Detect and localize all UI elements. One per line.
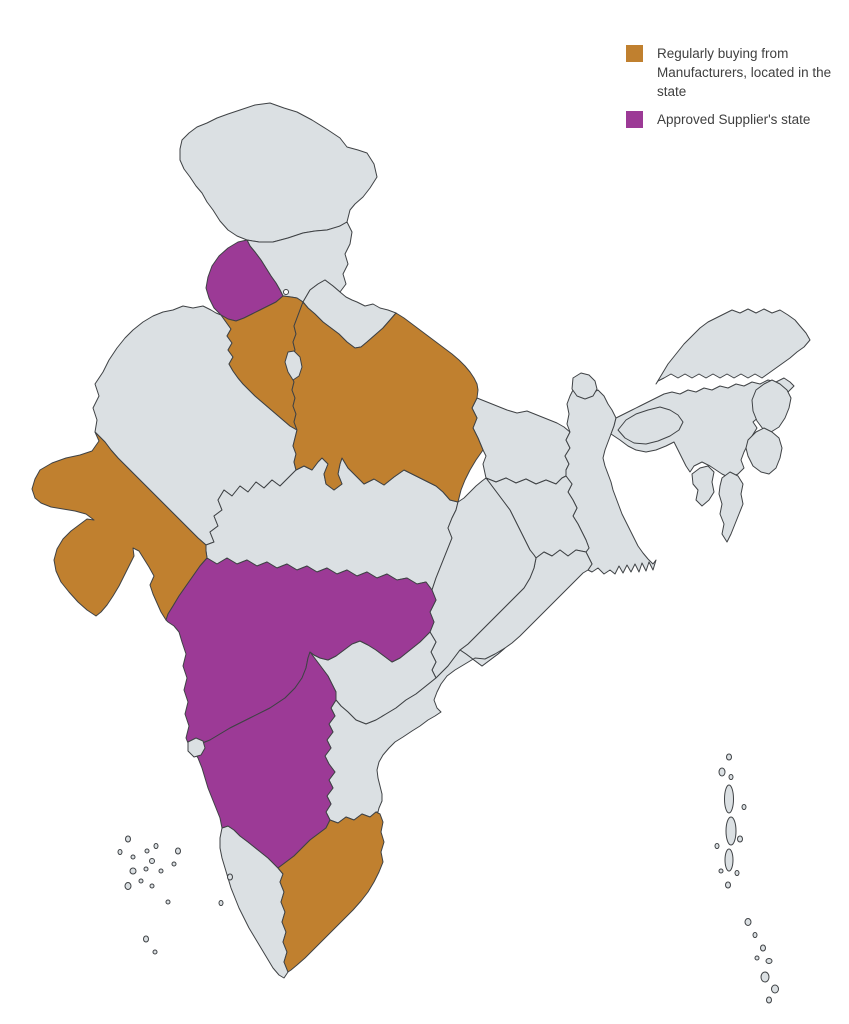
- chandigarh-dot: [283, 289, 289, 295]
- state-mizoram: [718, 471, 744, 543]
- state-uttar-pradesh: [290, 301, 484, 503]
- state-meghalaya: [617, 406, 684, 445]
- lakshadweep-islands: [117, 835, 233, 955]
- state-maharashtra: [165, 557, 437, 749]
- legend-label-buying: Regularly buying from Manufacturers, loc…: [657, 46, 832, 100]
- state-nagaland: [751, 379, 792, 433]
- state-tamil-nadu: [277, 811, 385, 973]
- legend: Regularly buying from Manufacturers, loc…: [626, 44, 844, 139]
- legend-swatch-approved: [626, 111, 643, 129]
- state-arunachal-pradesh: [655, 308, 811, 385]
- legend-swatch-buying: [626, 45, 643, 62]
- state-delhi: [284, 350, 303, 381]
- state-tripura: [691, 465, 715, 507]
- state-sikkim: [571, 372, 598, 400]
- legend-item-buying: Regularly buying from Manufacturers, loc…: [626, 44, 844, 101]
- state-jammu-kashmir: [179, 102, 378, 243]
- legend-item-approved: Approved Supplier's state: [626, 110, 844, 129]
- legend-label-approved: Approved Supplier's state: [657, 112, 811, 128]
- state-karnataka: [189, 651, 337, 869]
- state-manipur: [745, 427, 783, 475]
- state-gujarat: [31, 431, 208, 621]
- state-bihar: [471, 397, 571, 485]
- state-chhattisgarh: [429, 477, 537, 679]
- state-goa: [187, 737, 206, 758]
- andaman-nicobar-islands: [714, 753, 779, 1004]
